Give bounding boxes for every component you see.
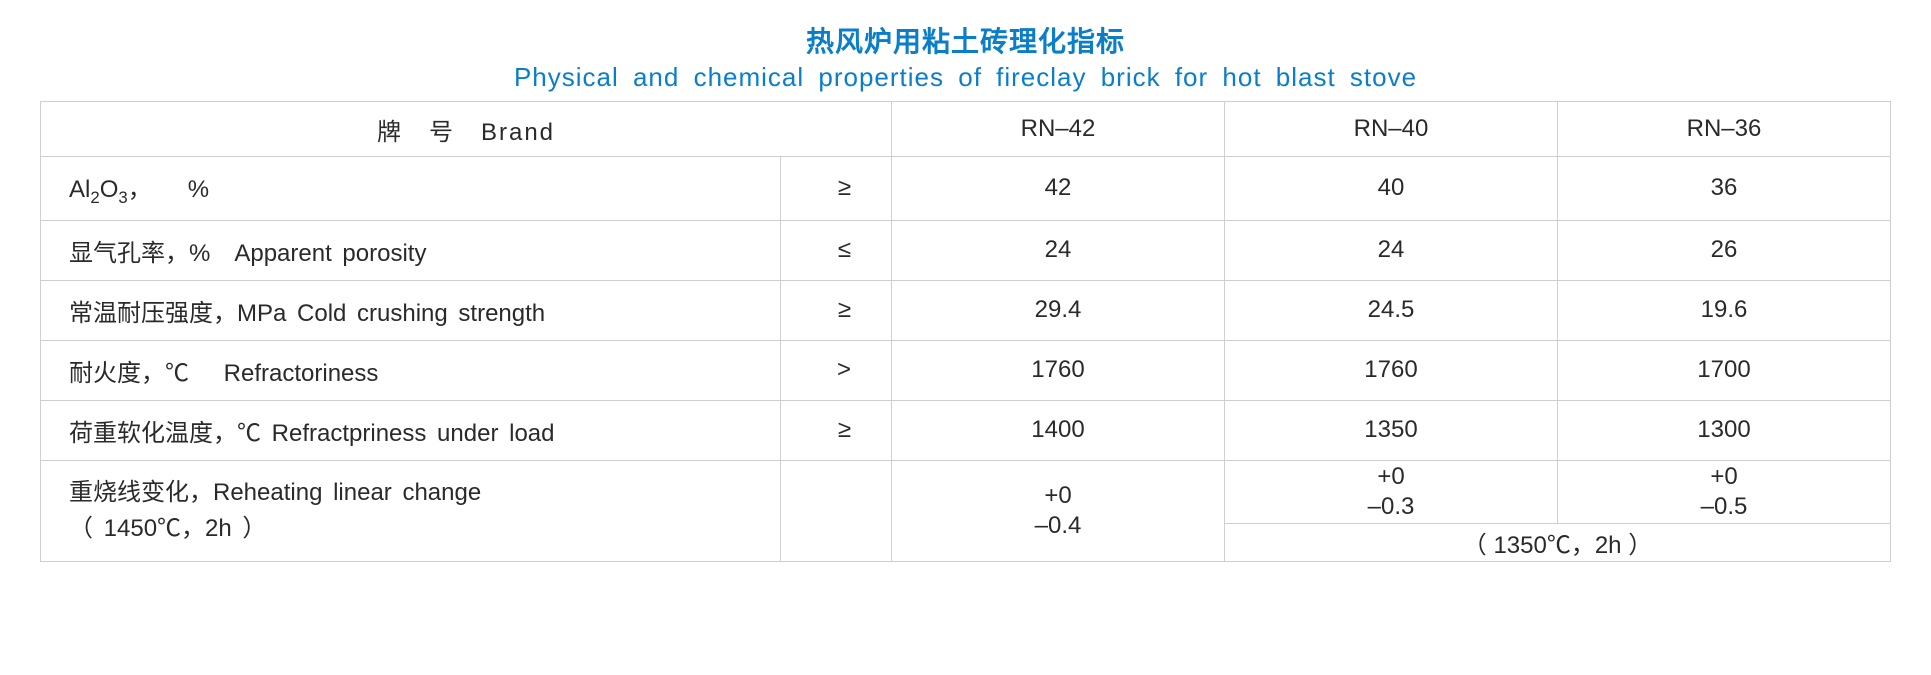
val-refractoriness-3: 1700	[1558, 340, 1891, 400]
val-porosity-3: 26	[1558, 220, 1891, 280]
op-refractoriness: >	[781, 340, 892, 400]
rlc-3-bot: –0.5	[1559, 492, 1889, 522]
prop-label-refractoriness: 耐火度，℃ Refractoriness	[41, 340, 781, 400]
val-rul-2: 1350	[1225, 400, 1558, 460]
brand-col-3: RN–36	[1558, 102, 1891, 157]
rlc-1-bot: –0.4	[893, 511, 1223, 541]
prop-label-ccs: 常温耐压强度，MPa Cold crushing strength	[41, 280, 781, 340]
brand-col-2: RN–40	[1225, 102, 1558, 157]
row-rul: 荷重软化温度，℃ Refractpriness under load ≥ 140…	[41, 400, 1891, 460]
brand-col-1: RN–42	[892, 102, 1225, 157]
val-al2o3-3: 36	[1558, 157, 1891, 221]
val-refractoriness-1: 1760	[892, 340, 1225, 400]
val-rlc-3: +0 –0.5	[1558, 460, 1891, 523]
val-rul-1: 1400	[892, 400, 1225, 460]
row-rlc-top: 重烧线变化，Reheating linear change （ 1450℃，2h…	[41, 460, 1891, 523]
table-header-row: 牌 号 Brand RN–42 RN–40 RN–36	[41, 102, 1891, 157]
val-ccs-1: 29.4	[892, 280, 1225, 340]
row-al2o3: Al2O3， % ≥ 42 40 36	[41, 157, 1891, 221]
row-porosity: 显气孔率，% Apparent porosity ≤ 24 24 26	[41, 220, 1891, 280]
rlc-1-top: +0	[893, 481, 1223, 511]
val-al2o3-1: 42	[892, 157, 1225, 221]
val-al2o3-2: 40	[1225, 157, 1558, 221]
val-rlc-2: +0 –0.3	[1225, 460, 1558, 523]
rlc-2-top: +0	[1226, 462, 1556, 492]
val-refractoriness-2: 1760	[1225, 340, 1558, 400]
op-ccs: ≥	[781, 280, 892, 340]
properties-table: 牌 号 Brand RN–42 RN–40 RN–36 Al2O3， % ≥ 4…	[40, 101, 1891, 562]
val-ccs-2: 24.5	[1225, 280, 1558, 340]
rlc-3-top: +0	[1559, 462, 1889, 492]
brand-header-label: 牌 号 Brand	[41, 102, 892, 157]
op-rlc	[781, 460, 892, 561]
rlc-footer-condition: （ 1350℃，2h ）	[1225, 523, 1891, 561]
row-ccs: 常温耐压强度，MPa Cold crushing strength ≥ 29.4…	[41, 280, 1891, 340]
val-rlc-1: +0 –0.4	[892, 460, 1225, 561]
prop-label-rul: 荷重软化温度，℃ Refractpriness under load	[41, 400, 781, 460]
val-porosity-2: 24	[1225, 220, 1558, 280]
val-rul-3: 1300	[1558, 400, 1891, 460]
title-block: 热风炉用粘土砖理化指标 Physical and chemical proper…	[40, 20, 1891, 93]
prop-label-rlc: 重烧线变化，Reheating linear change （ 1450℃，2h…	[41, 460, 781, 561]
prop-label-al2o3: Al2O3， %	[41, 157, 781, 221]
op-al2o3: ≥	[781, 157, 892, 221]
op-porosity: ≤	[781, 220, 892, 280]
prop-label-porosity: 显气孔率，% Apparent porosity	[41, 220, 781, 280]
op-rul: ≥	[781, 400, 892, 460]
val-porosity-1: 24	[892, 220, 1225, 280]
val-ccs-3: 19.6	[1558, 280, 1891, 340]
rlc-line1: 重烧线变化，Reheating linear change	[69, 479, 481, 506]
row-refractoriness: 耐火度，℃ Refractoriness > 1760 1760 1700	[41, 340, 1891, 400]
rlc-line2: （ 1450℃，2h ）	[69, 515, 266, 542]
title-english: Physical and chemical properties of fire…	[40, 62, 1891, 93]
title-chinese: 热风炉用粘土砖理化指标	[40, 20, 1891, 60]
rlc-2-bot: –0.3	[1226, 492, 1556, 522]
